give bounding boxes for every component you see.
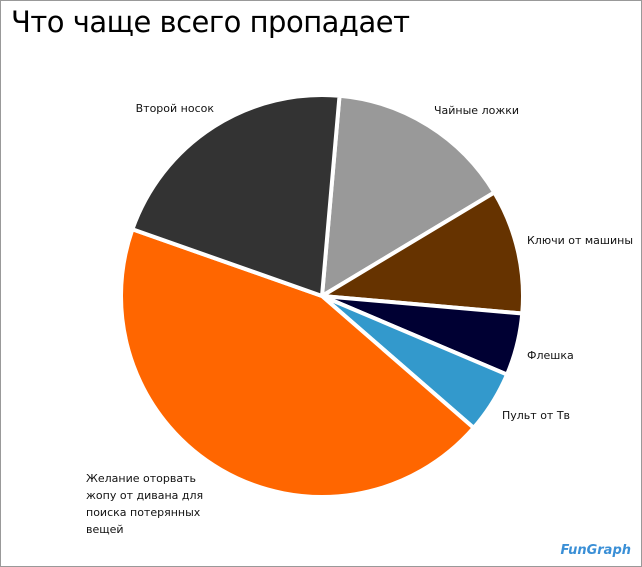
watermark: FunGraph <box>560 543 631 558</box>
pie-slice <box>320 190 525 316</box>
pie-slice <box>320 93 497 298</box>
slice-label: Пульт от Тв <box>502 409 571 422</box>
slice-label: Ключи от машины <box>527 234 634 247</box>
slice-label: Чайные ложки <box>434 104 520 117</box>
pie-slice <box>130 93 342 298</box>
chart-title: Что чаще всего пропадает <box>11 5 410 39</box>
slice-label: Флешка <box>527 349 574 362</box>
pie-slice <box>119 227 476 499</box>
slice-label: Желание оторвать жопу от дивана для поис… <box>86 472 204 536</box>
slice-label: Второй носок <box>135 102 214 115</box>
